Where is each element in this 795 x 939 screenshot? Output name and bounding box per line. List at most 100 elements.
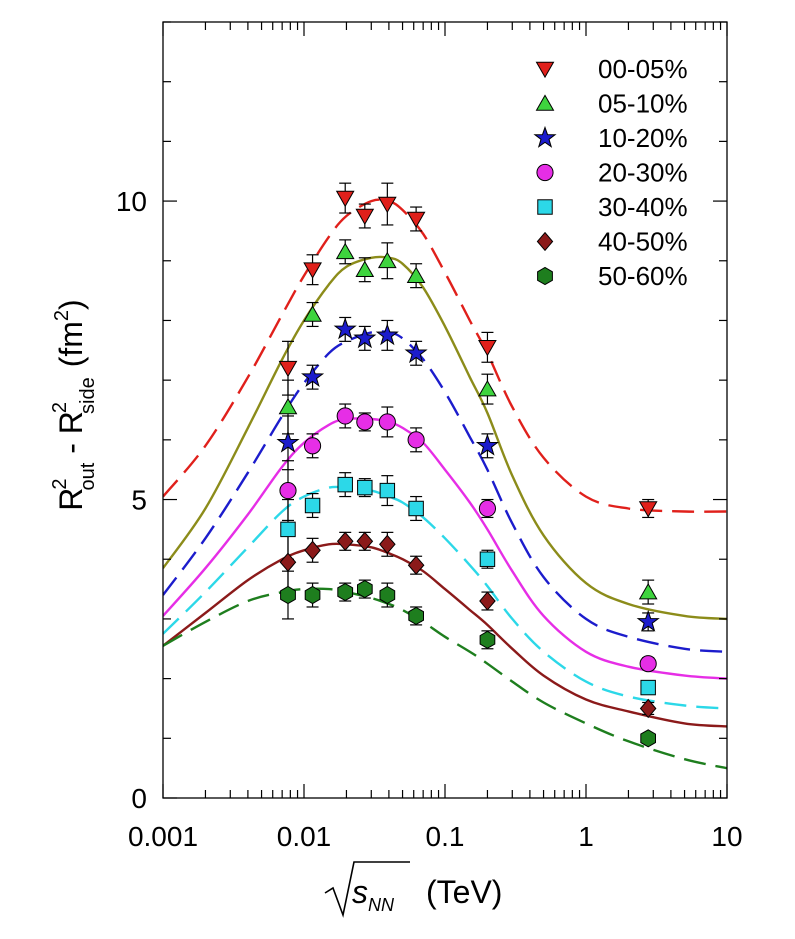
legend-marker-10-20% (533, 125, 557, 148)
data-point-10-20% (333, 317, 357, 340)
data-point-05-10% (478, 379, 497, 397)
x-label-sub: NN (368, 895, 395, 915)
y-label-unit-sup: 2 (51, 310, 73, 321)
data-point-00-05% (355, 208, 375, 226)
data-point-00-05% (303, 262, 322, 279)
data-point-05-10% (406, 266, 426, 283)
data-point-30-40% (357, 479, 373, 496)
fit-curve-05-10% (163, 255, 727, 621)
x-axis-label: sNN (TeV) (324, 861, 502, 918)
data-point-05-10% (355, 260, 375, 277)
legend-label: 30-40% (598, 192, 688, 222)
data-point-00-05% (335, 190, 355, 208)
data-point-20-30% (279, 482, 297, 500)
data-point-10-20% (353, 326, 377, 349)
legend-item: 40-50% (536, 227, 688, 257)
legend-marker-00-05% (535, 61, 555, 79)
data-point-20-30% (303, 437, 322, 455)
data-point-10-20% (301, 364, 325, 388)
legend-label: 20-30% (598, 158, 688, 188)
data-point-10-20% (636, 609, 660, 632)
data-point-00-05% (478, 340, 497, 357)
data-point-30-40% (379, 482, 396, 499)
data-point-10-20% (276, 430, 300, 453)
data-point-05-10% (377, 251, 397, 269)
legend-item: 05-10% (535, 89, 688, 119)
y-tick-label: 10 (116, 186, 147, 217)
legend-item: 10-20% (533, 123, 688, 153)
data-point-20-30% (639, 655, 657, 673)
data-point-50-60% (408, 606, 424, 625)
legend-label: 50-60% (598, 261, 688, 291)
x-label-s: s (352, 874, 368, 910)
data-point-00-05% (638, 501, 658, 518)
axis-ticks (162, 21, 728, 799)
data-point-40-50% (279, 552, 297, 572)
data-point-00-05% (377, 196, 397, 214)
y-tick-label: 0 (131, 783, 147, 814)
data-point-20-30% (356, 413, 374, 431)
y-label-sup1: 2 (49, 478, 71, 489)
x-label-unit: (TeV) (426, 874, 502, 910)
data-point-30-40% (479, 551, 496, 567)
data-point-10-20% (404, 341, 428, 364)
data-point-10-20% (375, 323, 399, 346)
y-label-base2: R (53, 411, 89, 434)
data-point-50-60% (379, 585, 396, 605)
legend-label: 00-05% (598, 54, 688, 84)
data-point-30-40% (337, 476, 353, 493)
x-tick-label: 0.01 (277, 821, 332, 852)
data-point-40-50% (639, 698, 657, 719)
fit-curve-10-20% (163, 330, 727, 653)
legend-marker-05-10% (535, 94, 555, 111)
data-point-40-50% (304, 540, 321, 560)
data-point-40-50% (407, 555, 425, 575)
x-tick-label: 1 (578, 821, 594, 852)
markers-layer (276, 190, 660, 748)
tick-labels: 0.001 0.01 0.1 1 10 0 5 10 (116, 186, 743, 852)
data-point-30-40% (280, 521, 296, 538)
legend-marker-20-30% (536, 163, 554, 182)
legend-item: 50-60% (537, 261, 688, 291)
y-label-base1: R (53, 488, 89, 511)
legend-label: 10-20% (598, 123, 688, 153)
legend-item: 00-05% (535, 54, 688, 84)
data-point-40-50% (379, 534, 396, 554)
data-point-40-50% (356, 531, 374, 551)
legend-marker-40-50% (536, 231, 554, 252)
legend-item: 30-40% (537, 192, 688, 222)
data-point-05-10% (335, 242, 355, 260)
legend: 00-05% 05-10% 10-20% 20-30% 30-40% 40-50% 50-6… (533, 54, 688, 291)
data-point-30-40% (304, 497, 321, 514)
data-point-05-10% (303, 305, 322, 322)
legend-item: 20-30% (536, 158, 688, 188)
x-tick-label: 0.001 (128, 821, 198, 852)
data-point-30-40% (640, 679, 656, 696)
data-point-50-60% (337, 583, 354, 602)
legend-label: 40-50% (598, 227, 688, 257)
y-label-unit-close: ) (53, 299, 89, 310)
data-point-20-30% (407, 431, 425, 449)
data-point-20-30% (336, 407, 354, 425)
data-point-30-40% (408, 500, 424, 517)
x-tick-label: 10 (711, 821, 742, 852)
legend-marker-50-60% (537, 266, 553, 286)
data-point-40-50% (479, 591, 496, 611)
y-label-sub1: out (77, 462, 99, 490)
data-point-05-10% (638, 582, 658, 600)
data-point-50-60% (357, 580, 373, 599)
data-point-00-05% (406, 211, 426, 229)
data-point-20-30% (478, 499, 497, 518)
x-label-variable: sNN (352, 874, 395, 915)
data-point-00-05% (278, 360, 298, 378)
data-point-20-30% (378, 413, 396, 431)
y-label-minus: - (53, 434, 89, 462)
radical-sign (324, 861, 410, 918)
y-label-unit: (fm (53, 321, 89, 367)
y-axis-label: R2 out - R2 side(fm2) (49, 299, 99, 510)
data-point-10-20% (475, 433, 500, 456)
x-tick-label: 0.1 (426, 821, 465, 852)
fit-curve-30-40% (163, 485, 727, 710)
y-label-sup2: 2 (49, 402, 71, 413)
